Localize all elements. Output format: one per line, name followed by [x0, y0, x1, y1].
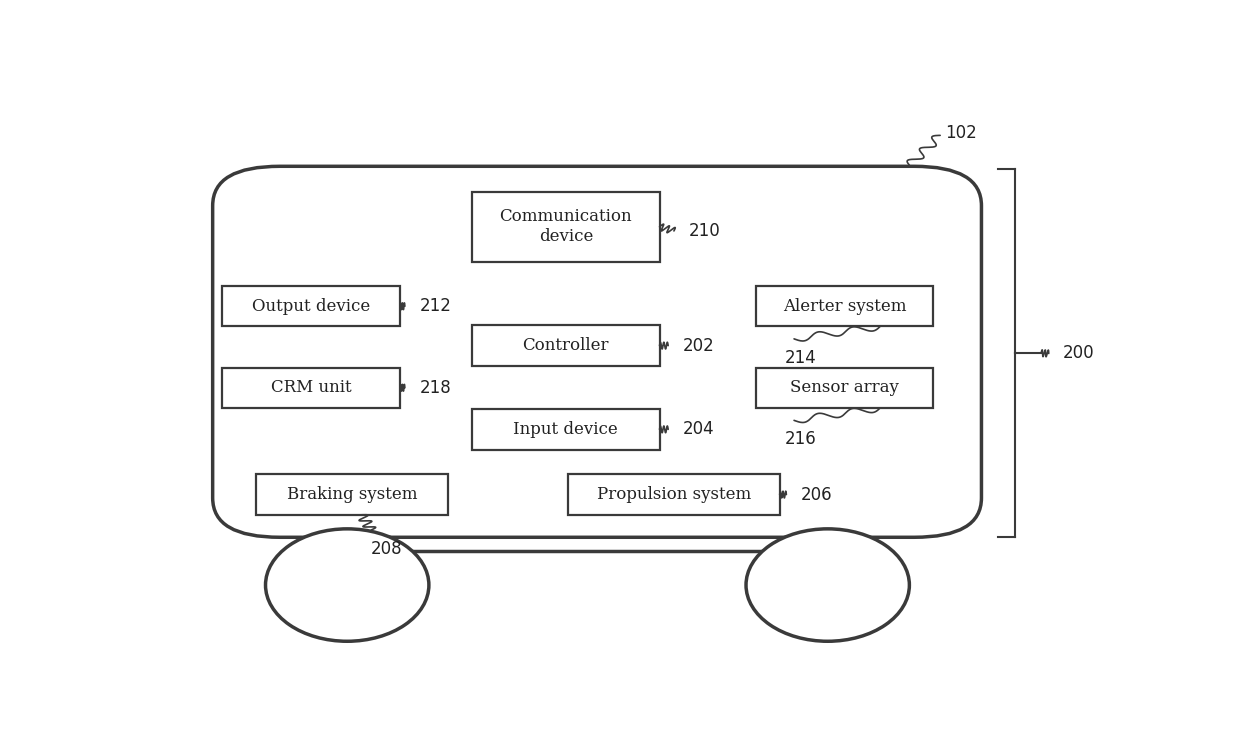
- FancyBboxPatch shape: [222, 286, 401, 326]
- FancyBboxPatch shape: [222, 367, 401, 408]
- Text: 212: 212: [419, 297, 451, 315]
- FancyBboxPatch shape: [755, 367, 934, 408]
- FancyBboxPatch shape: [472, 191, 660, 262]
- FancyBboxPatch shape: [472, 326, 660, 366]
- Text: 102: 102: [945, 123, 977, 142]
- Text: 208: 208: [371, 540, 403, 558]
- FancyBboxPatch shape: [472, 409, 660, 450]
- Text: 206: 206: [801, 485, 832, 504]
- Text: Input device: Input device: [513, 421, 619, 438]
- FancyBboxPatch shape: [213, 166, 982, 537]
- Text: 204: 204: [682, 420, 714, 438]
- Text: Propulsion system: Propulsion system: [596, 486, 751, 503]
- Text: 200: 200: [1063, 345, 1095, 363]
- Text: 210: 210: [688, 222, 720, 240]
- Ellipse shape: [746, 529, 909, 641]
- FancyBboxPatch shape: [755, 286, 934, 326]
- FancyBboxPatch shape: [568, 474, 780, 515]
- Text: 218: 218: [419, 379, 451, 397]
- Text: Output device: Output device: [252, 298, 371, 315]
- FancyBboxPatch shape: [255, 474, 448, 515]
- Text: Communication
device: Communication device: [500, 209, 632, 245]
- Text: 202: 202: [682, 337, 714, 355]
- Text: Alerter system: Alerter system: [782, 298, 906, 315]
- Text: Sensor array: Sensor array: [790, 380, 899, 396]
- Text: Braking system: Braking system: [286, 486, 417, 503]
- Text: Controller: Controller: [522, 337, 609, 354]
- Text: 216: 216: [785, 431, 816, 448]
- Text: 214: 214: [785, 349, 816, 367]
- Text: CRM unit: CRM unit: [270, 380, 351, 396]
- Ellipse shape: [265, 529, 429, 641]
